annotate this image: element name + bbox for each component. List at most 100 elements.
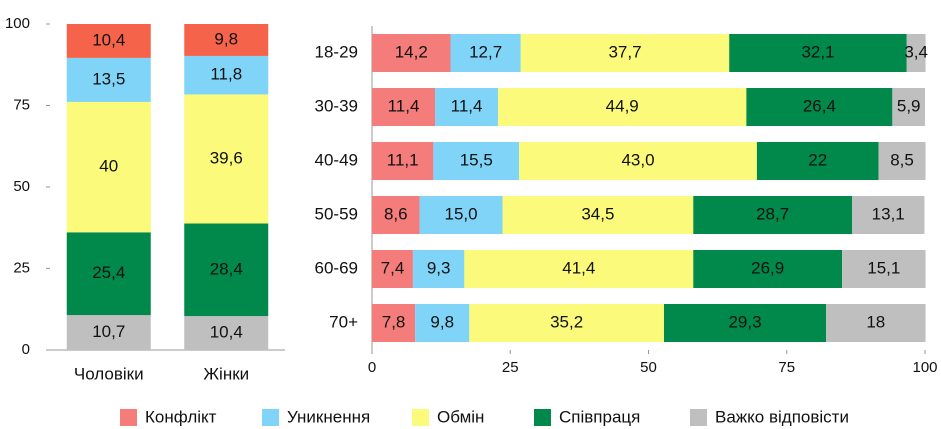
bar-segment	[372, 88, 436, 126]
data-label: 22	[808, 150, 827, 169]
data-label: 40	[99, 157, 118, 176]
y-tick-label: 50-59	[315, 204, 358, 223]
data-label: 28,4	[210, 259, 243, 278]
data-label: 11,8	[210, 65, 242, 84]
data-label: 11,4	[388, 96, 420, 115]
data-label: 8,6	[384, 204, 408, 223]
legend-swatch	[412, 409, 429, 426]
legend-label: Уникнення	[287, 407, 370, 426]
bar-segment	[693, 196, 853, 234]
data-label: 10,4	[210, 323, 243, 342]
bar-segment	[663, 304, 827, 342]
bar-segment	[184, 94, 269, 224]
data-label: 15,1	[867, 258, 900, 277]
bar-segment	[372, 304, 416, 342]
data-label: 3,4	[904, 42, 928, 61]
data-label: 18	[866, 312, 885, 331]
data-label: 43,0	[621, 150, 654, 169]
bar-segment	[184, 24, 269, 56]
data-label: 25,4	[92, 263, 125, 282]
bar-segment	[184, 316, 269, 350]
x-tick-label: 75	[778, 359, 795, 376]
data-label: 44,9	[606, 96, 639, 115]
data-label: 10,7	[92, 322, 125, 341]
data-label: 9,3	[427, 258, 451, 277]
data-label: 32,1	[801, 42, 834, 61]
data-label: 29,3	[728, 312, 761, 331]
data-label: 12,7	[469, 42, 502, 61]
bar-segment	[66, 315, 151, 350]
bar-segment	[498, 88, 747, 126]
x-tick-label: Чоловіки	[74, 364, 144, 383]
data-label: 26,9	[751, 258, 784, 277]
data-label: 11,4	[451, 96, 483, 115]
data-label: 5,9	[897, 96, 921, 115]
bar-segment	[372, 142, 434, 180]
bar-segment	[519, 142, 757, 180]
data-label: 14,2	[395, 42, 428, 61]
bar-segment	[464, 250, 694, 288]
y-tick-label: 100	[5, 15, 30, 32]
data-label: 35,2	[550, 312, 583, 331]
legend-swatch	[690, 409, 707, 426]
legend-label: Обмін	[437, 407, 484, 426]
bar-segment	[906, 34, 926, 72]
data-label: 28,7	[756, 204, 789, 223]
legend-swatch	[262, 409, 279, 426]
x-tick-label: 50	[640, 359, 657, 376]
y-tick-label: 70+	[329, 312, 358, 331]
y-tick-label: 75	[13, 96, 30, 113]
data-label: 41,4	[562, 258, 595, 277]
y-tick-label: 60-69	[315, 258, 358, 277]
data-label: 7,8	[382, 312, 406, 331]
data-label: 10,4	[92, 30, 125, 49]
bar-segment	[419, 196, 503, 234]
bar-segment	[892, 88, 925, 126]
bar-segment	[435, 88, 499, 126]
bar-segment	[756, 142, 879, 180]
bar-segment	[184, 55, 269, 95]
x-tick-label: Жінки	[203, 364, 249, 383]
x-tick-label: 25	[502, 359, 519, 376]
bar-segment	[415, 304, 470, 342]
bar-segment	[412, 250, 465, 288]
bar-segment	[184, 223, 269, 317]
bar-segment	[746, 88, 893, 126]
y-tick-label: 0	[22, 341, 30, 358]
x-tick-label: 0	[368, 359, 376, 376]
data-label: 13,1	[872, 204, 905, 223]
bar-segment	[372, 250, 413, 288]
bar-segment	[372, 196, 420, 234]
bar-segment	[450, 34, 521, 72]
bar-segment	[878, 142, 926, 180]
y-tick-label: 30-39	[315, 96, 358, 115]
bar-segment	[842, 250, 926, 288]
bar-segment	[372, 34, 451, 72]
bar-segment	[66, 24, 151, 58]
data-label: 26,4	[803, 96, 836, 115]
y-tick-label: 25	[13, 259, 30, 276]
data-label: 39,6	[210, 148, 243, 167]
y-tick-label: 50	[13, 178, 30, 195]
data-label: 7,4	[381, 258, 405, 277]
legend-label: Важко відповісти	[715, 407, 849, 426]
x-tick-label: 100	[912, 359, 937, 376]
data-label: 9,8	[214, 29, 238, 48]
y-tick-label: 18-29	[315, 42, 358, 61]
legend-label: Конфлікт	[145, 407, 217, 426]
data-label: 15,0	[444, 204, 477, 223]
bar-segment	[852, 196, 925, 234]
data-label: 34,5	[581, 204, 614, 223]
legend-swatch	[120, 409, 137, 426]
bar-segment	[502, 196, 694, 234]
data-label: 11,1	[387, 150, 419, 169]
legend-swatch	[534, 409, 551, 426]
data-label: 13,5	[92, 69, 125, 88]
bar-segment	[469, 304, 664, 342]
data-label: 9,8	[430, 312, 454, 331]
bar-segment	[66, 57, 151, 102]
bar-segment	[66, 232, 151, 316]
bar-segment	[433, 142, 520, 180]
legend-label: Співпраця	[559, 407, 640, 426]
